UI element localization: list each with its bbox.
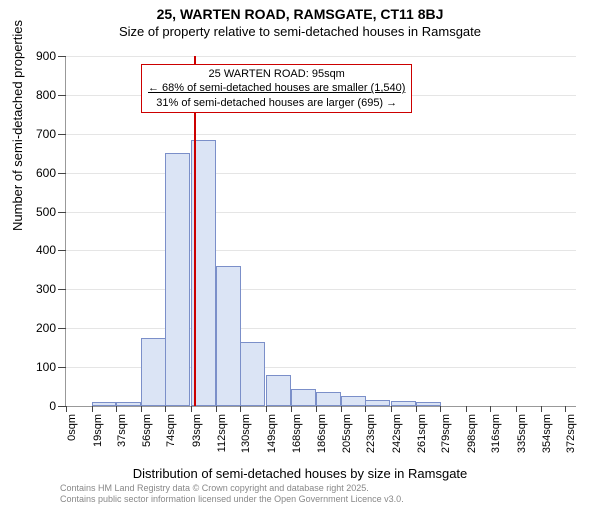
x-tick [416, 406, 417, 412]
histogram-bar [116, 402, 141, 406]
gridline-h [66, 250, 576, 251]
gridline-h [66, 173, 576, 174]
histogram-bar [216, 266, 241, 406]
histogram-bar [365, 400, 390, 406]
x-tick-label: 335sqm [516, 414, 528, 453]
chart-title-main: 25, WARTEN ROAD, RAMSGATE, CT11 8BJ [0, 6, 600, 22]
x-tick-label: 242sqm [391, 414, 403, 453]
histogram-bar [341, 396, 366, 406]
gridline-h [66, 289, 576, 290]
x-tick [66, 406, 67, 412]
x-tick-label: 37sqm [116, 414, 128, 447]
annotation-line: 31% of semi-detached houses are larger (… [148, 96, 405, 110]
x-tick-label: 74sqm [165, 414, 177, 447]
x-axis-label: Distribution of semi-detached houses by … [0, 466, 600, 481]
x-tick [165, 406, 166, 412]
y-tick-label: 400 [36, 243, 66, 257]
x-tick [341, 406, 342, 412]
x-tick-label: 279sqm [440, 414, 452, 453]
x-tick-label: 261sqm [416, 414, 428, 453]
x-tick-label: 56sqm [141, 414, 153, 447]
x-tick [466, 406, 467, 412]
x-tick-label: 186sqm [316, 414, 328, 453]
y-tick-label: 500 [36, 205, 66, 219]
x-tick [565, 406, 566, 412]
histogram-bar [391, 401, 416, 406]
x-tick [541, 406, 542, 412]
y-tick-label: 100 [36, 360, 66, 374]
x-tick-label: 130sqm [240, 414, 252, 453]
footer-line-2: Contains public sector information licen… [60, 494, 404, 505]
x-tick [216, 406, 217, 412]
x-tick [516, 406, 517, 412]
annotation-line: ← 68% of semi-detached houses are smalle… [148, 81, 405, 95]
x-tick-label: 372sqm [565, 414, 577, 453]
x-tick [365, 406, 366, 412]
histogram-bar [291, 389, 316, 407]
x-tick [240, 406, 241, 412]
y-tick-label: 0 [49, 399, 66, 413]
y-tick-label: 800 [36, 88, 66, 102]
histogram-bar [316, 392, 341, 406]
x-tick [141, 406, 142, 412]
gridline-h [66, 212, 576, 213]
x-tick-label: 223sqm [365, 414, 377, 453]
x-tick [291, 406, 292, 412]
x-tick-label: 168sqm [291, 414, 303, 453]
annotation-line: 25 WARTEN ROAD: 95sqm [148, 67, 405, 81]
histogram-bar [416, 402, 441, 406]
x-tick-label: 205sqm [341, 414, 353, 453]
x-tick [116, 406, 117, 412]
histogram-bar [266, 375, 291, 406]
x-tick-label: 354sqm [541, 414, 553, 453]
gridline-h [66, 134, 576, 135]
x-tick [490, 406, 491, 412]
y-tick-label: 300 [36, 282, 66, 296]
x-tick-label: 316sqm [490, 414, 502, 453]
gridline-h [66, 56, 576, 57]
histogram-bar [92, 402, 117, 406]
histogram-bar [141, 338, 166, 406]
histogram-bar [240, 342, 265, 406]
x-tick-label: 149sqm [266, 414, 278, 453]
x-tick-label: 93sqm [191, 414, 203, 447]
x-tick [440, 406, 441, 412]
x-tick [391, 406, 392, 412]
x-tick-label: 19sqm [92, 414, 104, 447]
y-tick-label: 900 [36, 49, 66, 63]
x-tick [266, 406, 267, 412]
y-tick-label: 600 [36, 166, 66, 180]
chart-title-sub: Size of property relative to semi-detach… [0, 24, 600, 39]
annotation-box: 25 WARTEN ROAD: 95sqm← 68% of semi-detac… [141, 64, 412, 113]
histogram-bar [165, 153, 190, 406]
y-tick-label: 700 [36, 127, 66, 141]
gridline-h [66, 328, 576, 329]
plot-area: 01002003004005006007008009000sqm19sqm37s… [65, 56, 576, 407]
y-axis-label: Number of semi-detached properties [10, 20, 25, 231]
x-tick-label: 0sqm [66, 414, 78, 441]
x-tick-label: 112sqm [216, 414, 228, 452]
footer-line-1: Contains HM Land Registry data © Crown c… [60, 483, 404, 494]
y-tick-label: 200 [36, 321, 66, 335]
footer-attribution: Contains HM Land Registry data © Crown c… [60, 483, 404, 505]
x-tick [316, 406, 317, 412]
x-tick [191, 406, 192, 412]
x-tick-label: 298sqm [466, 414, 478, 453]
x-tick [92, 406, 93, 412]
